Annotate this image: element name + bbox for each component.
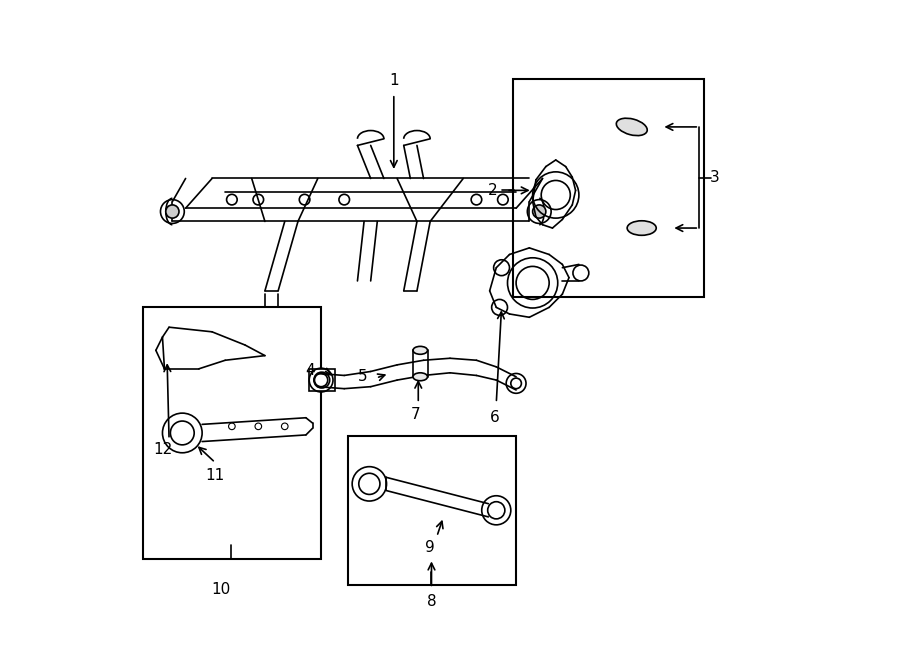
Ellipse shape bbox=[413, 346, 428, 354]
Bar bbox=[347, 436, 516, 585]
Text: 12: 12 bbox=[153, 442, 172, 457]
Circle shape bbox=[533, 205, 545, 218]
Text: 2: 2 bbox=[488, 183, 498, 198]
Text: 6: 6 bbox=[491, 410, 500, 425]
Ellipse shape bbox=[627, 221, 656, 235]
Text: 4: 4 bbox=[305, 363, 315, 377]
Circle shape bbox=[166, 205, 179, 218]
Bar bbox=[513, 79, 705, 297]
Text: 10: 10 bbox=[211, 582, 230, 597]
Text: 7: 7 bbox=[410, 407, 420, 422]
Bar bbox=[309, 369, 335, 391]
Text: 5: 5 bbox=[358, 369, 367, 384]
Text: 11: 11 bbox=[206, 469, 225, 483]
Bar bbox=[142, 307, 321, 559]
Ellipse shape bbox=[616, 118, 647, 136]
Text: 3: 3 bbox=[709, 171, 719, 185]
Ellipse shape bbox=[413, 373, 428, 381]
Text: 9: 9 bbox=[426, 540, 435, 555]
Text: 8: 8 bbox=[427, 594, 436, 609]
Text: 1: 1 bbox=[389, 73, 399, 88]
